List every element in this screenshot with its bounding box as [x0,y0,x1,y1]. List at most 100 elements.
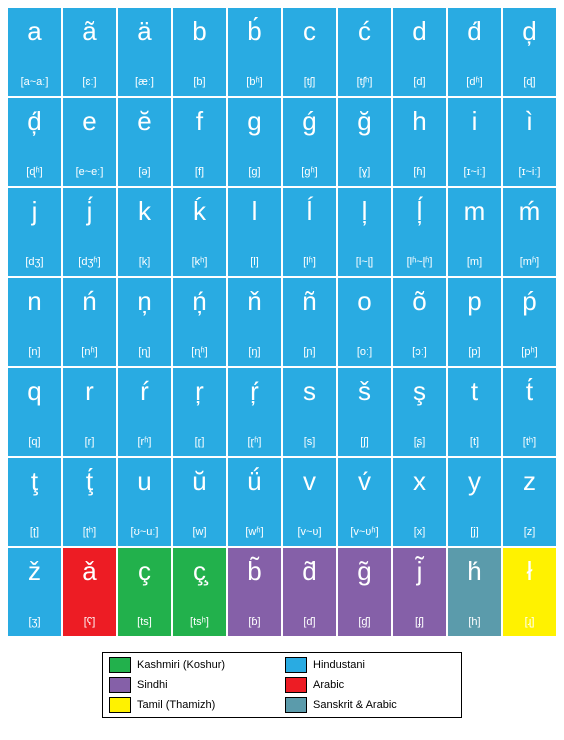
cell-13: f[f] [173,98,226,186]
glyph: d [412,18,426,44]
ipa-label: [a~aː] [21,77,49,88]
cell-67: j̃[ʄ] [393,548,446,636]
glyph: g̃ [357,558,371,584]
cell-29: ḿ[mʱ] [503,188,556,276]
ipa-label: [pʰ] [521,347,537,358]
cell-61: ǎ[ʕ] [63,548,116,636]
ipa-label: [ɣ] [359,167,371,178]
ipa-label: [lʱ] [303,257,316,268]
glyph: g [247,108,261,134]
ipa-label: [ɠ] [358,617,370,628]
ipa-label: [tsʰ] [190,617,209,628]
cell-26: ļ[l~ɭ] [338,188,391,276]
cell-32: ņ[ɳ] [118,278,171,366]
cell-36: o[oː] [338,278,391,366]
cell-62: ç[ts] [118,548,171,636]
ipa-label: [f] [195,167,204,178]
cell-54: ǘ[wʱ] [228,458,281,546]
cell-45: s[s] [283,368,336,456]
cell-15: ǵ[ɡʱ] [283,98,336,186]
glyph: j [32,198,38,224]
glyph: ḑ [522,18,536,44]
glyph: ḿ [519,198,541,224]
glyph: ǵ [302,108,316,134]
legend-label-sindhi: Sindhi [137,679,279,691]
ipa-label: [ɓ] [248,617,260,628]
ipa-label: [ɽ] [195,437,205,448]
cell-25: ĺ[lʱ] [283,188,336,276]
cell-35: ñ[ɲ] [283,278,336,366]
cell-11: e[e~eː] [63,98,116,186]
ipa-label: [ɳʱ] [191,347,207,358]
cell-56: v́[v~ʋʱ] [338,458,391,546]
glyph: h [412,108,426,134]
ipa-label: [n] [28,347,40,358]
glyph: i [472,108,478,134]
glyph: r [85,378,94,404]
cell-24: l[l] [228,188,281,276]
glyph: ŭ [192,468,206,494]
cell-16: ğ [ɣ] [338,98,391,186]
legend-swatch-arabic [285,677,307,693]
glyph: ņ́ [192,288,206,314]
glyph: ḱ [193,198,206,224]
legend-swatch-tamil [109,697,131,713]
glyph: o [357,288,371,314]
glyph: v́ [358,468,371,494]
ipa-label: [nʱ] [81,347,97,358]
ipa-label: [ɡ] [248,167,260,178]
ipa-label: [ɪ~iː] [464,167,486,178]
ipa-label: [æː] [135,77,154,88]
ipa-label: [w] [192,527,206,538]
ipa-label: [ʂ] [414,437,426,448]
ipa-label: [r] [85,437,95,448]
cell-43: ŗ[ɽ] [173,368,226,456]
glyph: ņ [137,288,151,314]
cell-47: ş[ʂ] [393,368,446,456]
ipa-label: [ʈʰ] [83,527,96,538]
glyph: ž [28,558,41,584]
cell-41: r [r] [63,368,116,456]
legend-label-arabic: Arabic [313,679,455,691]
cell-30: n[n] [8,278,61,366]
ipa-label: [ɦ] [413,167,425,178]
glyph: ḑ́ [27,108,41,134]
legend-label-tamil: Tamil (Thamizh) [137,699,279,711]
cell-10: ḑ́[ɖʱ] [8,98,61,186]
glyph: h́ [467,558,481,584]
cell-66: g̃ [ɠ] [338,548,391,636]
glyph: d̃ [302,558,316,584]
cell-44: ŗ́[ɽʱ] [228,368,281,456]
glyph: b́ [247,18,261,44]
ipa-label: [ɽʱ] [248,437,262,448]
ipa-label: [s] [304,437,316,448]
glyph: d́ [467,18,481,44]
legend-label-sanskrit_arabic: Sanskrit & Arabic [313,699,455,711]
cell-60: ž[ʒ] [8,548,61,636]
legend-swatch-sanskrit_arabic [285,697,307,713]
ipa-label: [kʰ] [192,257,208,268]
cell-58: y[j] [448,458,501,546]
ipa-label: [ɻ] [525,617,535,628]
cell-48: t[t] [448,368,501,456]
ipa-label: [ɔː] [412,347,427,358]
glyph: x [413,468,426,494]
cell-39: ṕ [pʰ] [503,278,556,366]
ipa-label: [ʈ] [30,527,39,538]
glyph: ń [82,288,96,314]
glyph: ṕ [522,288,536,314]
cell-4: b́[bʱ] [228,8,281,96]
glyph: ğ [357,108,371,134]
cell-40: q[q] [8,368,61,456]
glyph: t [471,378,478,404]
ipa-label: [l] [250,257,259,268]
ipa-label: [ts] [137,617,152,628]
glyph: k [138,198,151,224]
cell-65: d̃[ɗ] [283,548,336,636]
cell-17: h [ɦ] [393,98,446,186]
cell-5: c[tʃ] [283,8,336,96]
glyph: ł [527,558,533,584]
cell-38: p[p] [448,278,501,366]
glyph: t́ [526,378,533,404]
cell-42: ŕ[rʱ] [118,368,171,456]
